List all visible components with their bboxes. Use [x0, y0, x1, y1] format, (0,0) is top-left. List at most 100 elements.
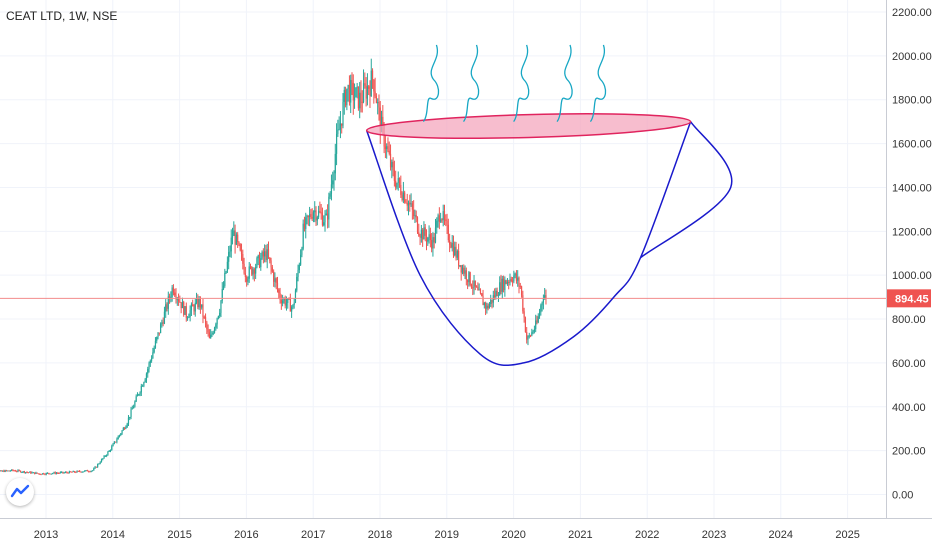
candle-body — [81, 471, 83, 473]
candle-body — [319, 211, 321, 213]
candle-body — [171, 287, 173, 298]
candle-body — [433, 237, 435, 243]
candle-body — [158, 332, 160, 334]
steam-curve[interactable] — [556, 44, 573, 123]
candle-body — [161, 322, 163, 325]
candle-body — [484, 302, 487, 309]
candle-body — [401, 194, 403, 201]
candle-body — [68, 471, 70, 474]
candle-body — [76, 470, 78, 473]
candle-body — [535, 320, 537, 330]
candle-body — [181, 302, 184, 309]
candle-body — [523, 311, 525, 318]
cup-rim-ellipse[interactable] — [365, 110, 692, 142]
candle-body — [152, 352, 154, 359]
cup-and-handle-drawing[interactable] — [365, 44, 733, 367]
candle-body — [280, 299, 282, 304]
candle-body — [452, 242, 455, 256]
candle-body — [355, 87, 357, 98]
candle-body — [378, 102, 380, 108]
candle-body — [472, 287, 474, 289]
candle-body — [414, 215, 416, 217]
candle-body — [490, 299, 492, 304]
candle-body — [382, 116, 384, 126]
candle-body — [380, 116, 383, 132]
candle-body — [1, 470, 4, 472]
candle-body — [230, 237, 232, 252]
candle-body — [527, 336, 529, 340]
last-price-label: 894.45 — [895, 293, 929, 305]
candle-body — [77, 470, 79, 472]
cup-curve[interactable] — [365, 121, 692, 367]
candle-body — [175, 295, 177, 300]
candle-body — [356, 86, 358, 88]
y-tick-label: 600.00 — [892, 358, 926, 370]
candle-body — [341, 123, 343, 126]
candle-body — [159, 324, 162, 334]
steam-curve[interactable] — [589, 44, 607, 123]
candle-body — [431, 240, 433, 249]
candle-body — [460, 265, 462, 273]
candle-body — [502, 278, 505, 291]
candle-body — [473, 280, 475, 288]
candle-body — [256, 258, 258, 268]
candle-body — [285, 302, 288, 306]
candle-body — [365, 85, 367, 99]
candle-body — [102, 458, 104, 460]
candle-body — [513, 275, 515, 282]
candle-body — [335, 133, 338, 154]
candle-body — [350, 79, 352, 103]
candle-body — [292, 304, 294, 308]
candle-body — [302, 223, 304, 249]
candle-body — [112, 443, 114, 447]
candle-body — [478, 289, 480, 291]
candle-body — [199, 298, 202, 308]
candle-body — [30, 471, 32, 474]
candle-body — [541, 302, 543, 306]
candle-body — [419, 235, 421, 238]
handle-curve[interactable] — [640, 121, 733, 259]
candle-body — [198, 298, 200, 308]
x-tick-label: 2023 — [702, 529, 726, 541]
candle-body — [427, 237, 429, 242]
candle-body — [279, 292, 281, 300]
x-tick-label: 2021 — [568, 529, 592, 541]
x-tick-label: 2014 — [101, 529, 125, 541]
y-tick-label: 1600.00 — [892, 139, 932, 151]
candle-body — [283, 298, 285, 301]
candle-body — [542, 298, 545, 303]
candle-body — [257, 255, 259, 259]
candle-body — [429, 234, 431, 241]
candle-body — [139, 392, 141, 395]
steam-curve[interactable] — [422, 44, 440, 123]
candle-body — [287, 298, 289, 303]
candle-body — [411, 203, 413, 210]
steam-curve[interactable] — [462, 44, 480, 123]
candle-body — [288, 298, 290, 300]
candle-body — [384, 146, 386, 150]
x-tick-label: 2015 — [167, 529, 191, 541]
candle-body — [62, 471, 64, 473]
candle-body — [215, 324, 217, 328]
steam-curve[interactable] — [513, 44, 530, 123]
candle-body — [301, 248, 303, 255]
candle-body — [465, 270, 467, 280]
candle-body — [143, 382, 145, 386]
candle-body — [248, 266, 250, 279]
candle-body — [106, 454, 108, 456]
candle-body — [413, 209, 415, 217]
candle-body — [220, 300, 222, 313]
candle-body — [195, 298, 198, 303]
candle-body — [66, 472, 68, 474]
candle-body — [71, 471, 73, 473]
candle-body — [176, 298, 178, 300]
candle-body — [52, 473, 54, 475]
candle-body — [410, 203, 412, 205]
candle-body — [392, 161, 394, 171]
candle-body — [424, 227, 426, 236]
candle-body — [328, 196, 330, 220]
candle-body — [497, 295, 500, 297]
candle-body — [89, 471, 91, 473]
candle-body — [425, 235, 428, 242]
